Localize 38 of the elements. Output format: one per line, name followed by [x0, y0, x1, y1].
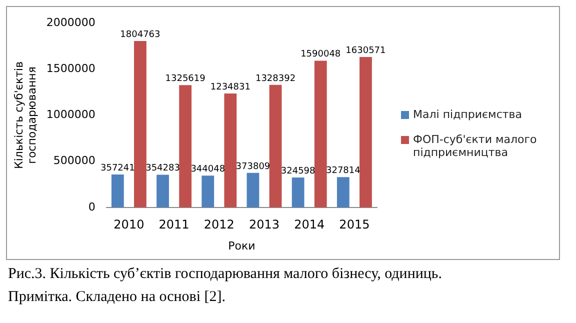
legend-label: ФОП-суб'єкти малого підприємництва [413, 132, 538, 158]
data-label: 357241 [100, 163, 135, 174]
bar [360, 57, 372, 208]
bar [156, 174, 169, 208]
bar [179, 85, 192, 208]
bar [246, 172, 260, 208]
data-label: 1325619 [165, 74, 206, 84]
bar [314, 60, 327, 208]
data-label: 373809 [236, 162, 270, 172]
data-label: 1234831 [210, 82, 250, 92]
x-tick-label: 2015 [339, 218, 370, 232]
y-axis-title: Кількість суб'єктів господарювання [12, 61, 39, 169]
y-tick-label: 2000000 [46, 16, 96, 29]
y-tick-label: 1000000 [46, 108, 96, 122]
x-tick-label: 2010 [114, 218, 144, 232]
bar [224, 94, 237, 208]
bar [134, 41, 146, 208]
text: Примітка. Складено на основі [2]. [8, 289, 227, 306]
data-label: 1630571 [346, 46, 386, 56]
bar [202, 176, 214, 208]
text: Рис.3. Кількість суб’єктів господарювання малого бізнесу, одиниць. [8, 266, 443, 283]
y-tick-label: 500000 [53, 154, 96, 168]
y-tick-label: 1500000 [46, 62, 96, 75]
x-axis-title: Роки [228, 239, 256, 252]
y-tick-label: 0 [88, 200, 96, 214]
data-label: 344048 [190, 164, 226, 175]
x-tick-label: 2013 [248, 218, 280, 232]
x-tick-label: 2012 [204, 218, 234, 232]
bar [269, 84, 282, 208]
bar [336, 177, 350, 208]
data-label: 1328392 [255, 74, 296, 84]
data-label: 1590048 [300, 50, 341, 60]
data-label: 1804763 [120, 30, 160, 40]
x-tick-label: 2011 [158, 218, 190, 232]
x-tick-label: 2014 [294, 218, 325, 232]
bar [111, 174, 124, 208]
legend-label: Малі підприємства [413, 108, 522, 120]
bar [292, 177, 304, 208]
